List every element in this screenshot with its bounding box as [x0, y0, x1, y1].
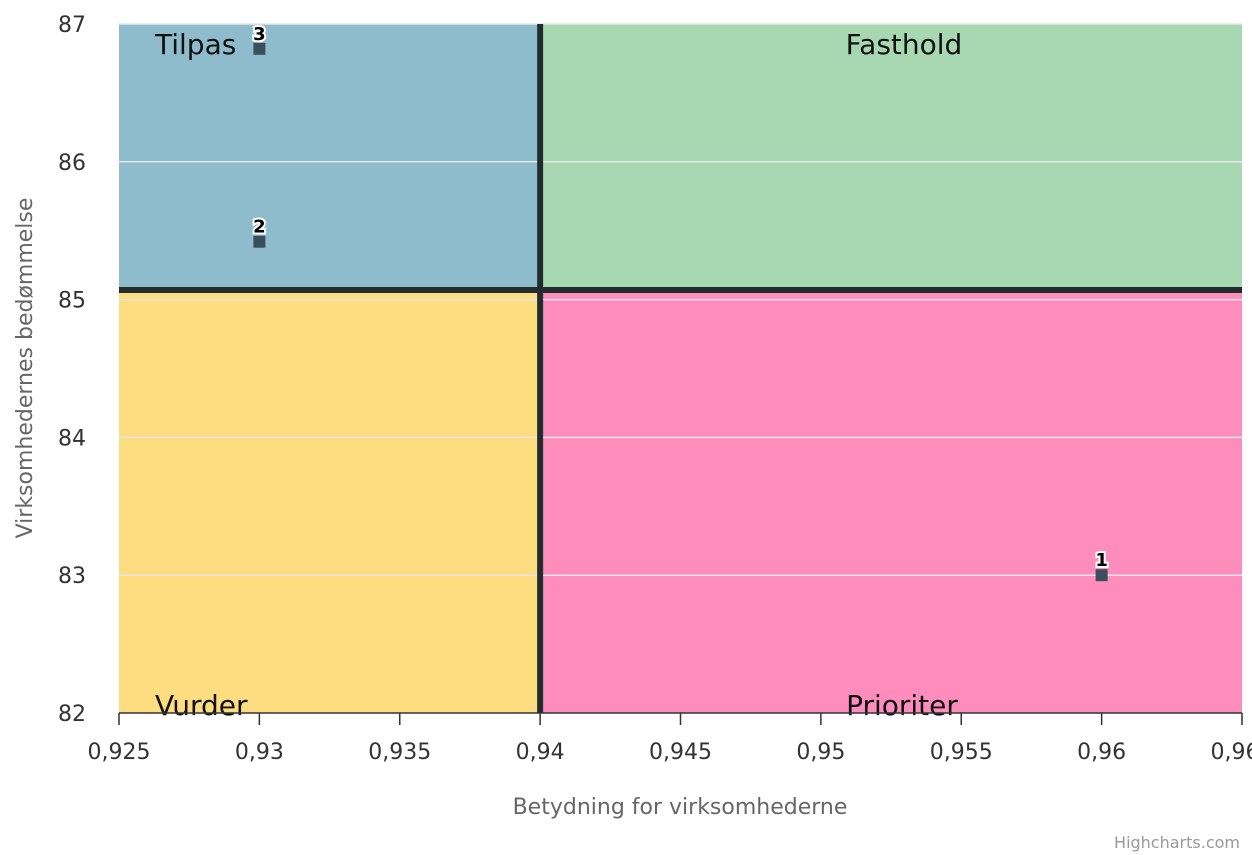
- quadrant-label-vurder: Vurder: [155, 689, 248, 722]
- quadrant-labels: Tilpas Fasthold Vurder Prioriter: [154, 28, 962, 722]
- y-tick-label-86: 86: [58, 151, 86, 176]
- data-point-label-3: 3: [253, 24, 266, 45]
- x-axis-title: Betydning for virksomhederne: [513, 795, 848, 820]
- data-point-1: [1095, 569, 1108, 582]
- quadrant-backgrounds: [119, 24, 1242, 713]
- quadrant-vurder: [119, 289, 541, 713]
- x-tick-label-0,94: 0,94: [516, 740, 565, 765]
- quadrant-prioriter: [540, 289, 1242, 713]
- data-points: 1 2 3: [251, 22, 1110, 582]
- y-tick-label-83: 83: [58, 564, 86, 589]
- y-tick-label-85: 85: [58, 289, 86, 314]
- quadrant-label-tilpas: Tilpas: [154, 28, 236, 61]
- quadrant-label-fasthold: Fasthold: [846, 28, 963, 61]
- x-tick-label-0,925: 0,925: [88, 740, 151, 765]
- x-tick-label-0,93: 0,93: [235, 740, 284, 765]
- data-point-2: [253, 235, 266, 248]
- y-tick-label-87: 87: [58, 13, 86, 38]
- x-tick-label-0,955: 0,955: [930, 740, 993, 765]
- credits-link[interactable]: Highcharts.com: [1114, 833, 1240, 852]
- y-tick-label-84: 84: [58, 426, 86, 451]
- x-tick-label-0,95: 0,95: [796, 740, 845, 765]
- data-point-3: [253, 42, 266, 55]
- axes: 0,925 0,93 0,935 0,94 0,945 0,95 0,955 0,96 0,96…: [58, 13, 1252, 765]
- y-tick-label-82: 82: [58, 702, 86, 727]
- x-tick-label-0,965: 0,965: [1211, 740, 1252, 765]
- quadrant-fasthold: [540, 24, 1242, 290]
- gridlines: [119, 23, 1242, 576]
- data-point-label-1: 1: [1095, 550, 1108, 571]
- x-tick-label-0,935: 0,935: [368, 740, 431, 765]
- x-tick-label-0,945: 0,945: [649, 740, 712, 765]
- quadrant-tilpas: [119, 24, 541, 290]
- quadrant-label-prioriter: Prioriter: [846, 689, 958, 722]
- quadrant-dividers: [119, 24, 1242, 713]
- x-tick-label-0,96: 0,96: [1077, 740, 1126, 765]
- data-point-label-2: 2: [253, 217, 266, 238]
- y-axis-title: Virksomhedernes bedømmelse: [13, 198, 38, 539]
